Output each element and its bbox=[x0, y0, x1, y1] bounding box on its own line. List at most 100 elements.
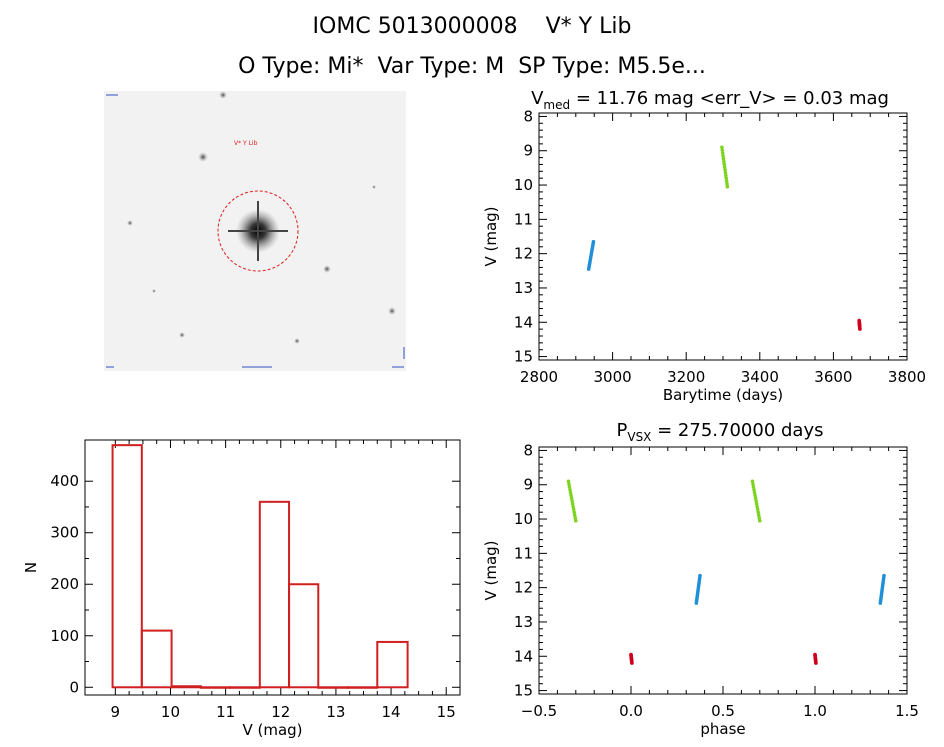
data-point bbox=[722, 165, 727, 169]
x-tick-label: 9 bbox=[111, 703, 121, 721]
data-point bbox=[720, 148, 725, 152]
data-point bbox=[570, 499, 574, 503]
data-point bbox=[720, 145, 724, 150]
y-tick-label: 9 bbox=[523, 142, 533, 160]
x-tick-label: 2800 bbox=[520, 368, 558, 386]
x-tick-label: 1.5 bbox=[895, 702, 919, 720]
data-point bbox=[756, 510, 761, 515]
x-tick-label: 12 bbox=[271, 703, 290, 721]
data-point bbox=[698, 573, 702, 578]
data-point bbox=[570, 502, 575, 506]
data-point bbox=[814, 661, 818, 665]
data-point bbox=[755, 507, 760, 512]
field-star bbox=[323, 265, 331, 273]
data-point bbox=[750, 479, 755, 484]
y-tick-label: 11 bbox=[514, 210, 533, 228]
y-tick-label: 10 bbox=[514, 176, 533, 194]
x-tick-label: 3800 bbox=[888, 368, 926, 386]
x-tick-label: 3400 bbox=[741, 368, 779, 386]
y-tick-label: 300 bbox=[50, 524, 79, 542]
x-axis-label: Barytime (days) bbox=[663, 386, 783, 404]
data-point bbox=[858, 327, 862, 331]
data-point bbox=[751, 485, 756, 489]
data-point bbox=[568, 487, 572, 492]
x-tick-label: 1.0 bbox=[803, 702, 827, 720]
x-tick-label: 13 bbox=[326, 703, 345, 721]
histogram-plot: 9 10 11 12 13 14 15 0 100 200 300 400 V (mag) N bbox=[22, 439, 461, 739]
x-tick-label: 14 bbox=[382, 703, 401, 721]
y-axis-label: V (mag) bbox=[482, 206, 500, 266]
histogram-bar bbox=[229, 686, 261, 689]
y-tick-label: 14 bbox=[514, 313, 533, 331]
data-point bbox=[758, 518, 762, 523]
data-point bbox=[567, 482, 571, 486]
y-tick-label: 12 bbox=[514, 579, 533, 597]
y-tick-label: 14 bbox=[514, 647, 533, 665]
plot-frame bbox=[84, 439, 461, 696]
data-point bbox=[756, 513, 761, 517]
data-point bbox=[569, 493, 573, 498]
y-tick-label: 10 bbox=[514, 510, 533, 528]
field-star bbox=[152, 289, 156, 293]
finder-chart-svg: V* Y Lib bbox=[104, 91, 406, 371]
data-point bbox=[722, 162, 727, 167]
data-point bbox=[757, 516, 762, 520]
x-tick-label: 11 bbox=[216, 703, 235, 721]
y-tick-label: 15 bbox=[514, 682, 533, 700]
y-tick-label: 13 bbox=[514, 279, 533, 297]
data-point bbox=[752, 490, 757, 495]
phased-curve-plot: −0.5 0.0 0.5 1.0 1.5 8 9 10 11 12 13 14 15 phase V (ma… bbox=[482, 420, 919, 738]
field-star bbox=[179, 332, 185, 338]
histogram-bar bbox=[140, 629, 173, 689]
data-point bbox=[754, 502, 759, 506]
data-point bbox=[574, 518, 578, 523]
data-point bbox=[567, 485, 572, 489]
plot-title: PVSX = 275.70000 days bbox=[617, 420, 824, 444]
data-point bbox=[725, 184, 730, 189]
data-point bbox=[724, 179, 729, 183]
data-point bbox=[571, 507, 576, 512]
light-curve-plot: 2800 3000 3200 3400 3600 3800 8 9 10 11 12 13 14 15 Ba… bbox=[482, 88, 926, 404]
y-tick-label: 200 bbox=[50, 575, 79, 593]
data-point bbox=[568, 490, 573, 495]
data-point bbox=[630, 661, 634, 665]
y-tick-label: 400 bbox=[50, 472, 79, 490]
data-point bbox=[724, 176, 729, 181]
histogram-bar bbox=[317, 686, 350, 689]
y-tick-label: 100 bbox=[50, 627, 79, 645]
field-star bbox=[294, 338, 300, 344]
data-point bbox=[720, 151, 725, 155]
data-point bbox=[721, 153, 725, 158]
header-subtitle: O Type: Mi* Var Type: M SP Type: M5.5e..… bbox=[238, 54, 706, 79]
data-point bbox=[753, 493, 757, 498]
y-tick-label: 15 bbox=[514, 348, 533, 366]
data-point bbox=[725, 182, 729, 186]
data-point bbox=[571, 504, 575, 509]
x-axis-label: V (mag) bbox=[242, 721, 302, 739]
field-star bbox=[127, 220, 133, 226]
y-tick-label: 0 bbox=[69, 678, 79, 696]
histogram-bar bbox=[258, 500, 291, 689]
y-axis-label: V (mag) bbox=[482, 540, 500, 600]
field-star bbox=[388, 307, 396, 315]
data-point bbox=[723, 168, 727, 172]
data-point bbox=[722, 159, 726, 164]
histogram-bar bbox=[111, 444, 143, 689]
data-point bbox=[723, 170, 728, 175]
y-tick-label: 9 bbox=[523, 476, 533, 494]
data-point bbox=[572, 513, 577, 517]
histogram-bar bbox=[347, 686, 379, 689]
histogram-bar bbox=[199, 686, 232, 689]
data-point bbox=[752, 487, 756, 492]
data-point bbox=[569, 496, 574, 501]
field-star bbox=[219, 91, 227, 99]
histogram-bar bbox=[376, 640, 409, 689]
target-label: V* Y Lib bbox=[234, 140, 258, 147]
x-tick-label: 3200 bbox=[667, 368, 705, 386]
x-tick-label: 0.0 bbox=[619, 702, 643, 720]
x-tick-label: 0.5 bbox=[711, 702, 735, 720]
histogram-bar bbox=[288, 583, 320, 689]
data-point bbox=[572, 510, 577, 515]
target-circle bbox=[217, 190, 299, 272]
